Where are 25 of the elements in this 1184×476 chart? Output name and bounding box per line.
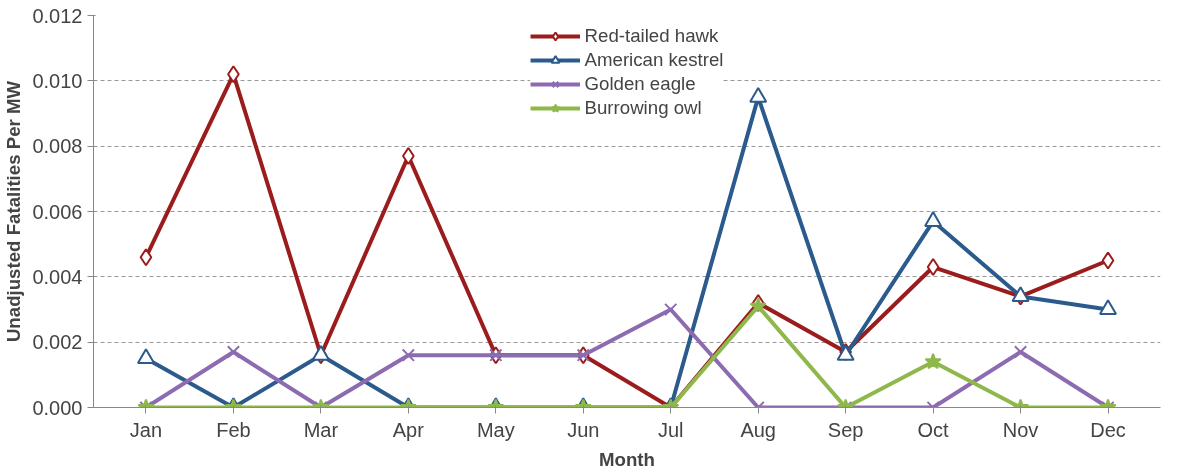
- legend-label: American kestrel: [584, 49, 724, 71]
- x-tick-label: May: [476, 418, 515, 441]
- y-axis-title: Unadjusted Fatalities Per MW: [3, 80, 25, 343]
- x-axis-title: Month: [599, 448, 655, 470]
- x-tick-label: Dec: [1090, 418, 1126, 441]
- x-tick-label: Jan: [129, 418, 163, 441]
- y-tick-label: 0.002: [32, 331, 83, 354]
- x-tick-label: Oct: [917, 418, 950, 441]
- y-tick-label: 0.006: [32, 200, 83, 223]
- x-tick-label: Mar: [303, 418, 339, 441]
- legend-label: Red-tailed hawk: [584, 25, 719, 47]
- x-tick-label: Apr: [392, 418, 425, 441]
- legend-label: Golden eagle: [584, 73, 696, 95]
- x-tick-label: Feb: [216, 418, 251, 441]
- y-tick-label: 0.012: [32, 4, 83, 27]
- y-tick-label: 0.004: [32, 265, 83, 288]
- x-tick-label: Sep: [827, 418, 864, 441]
- legend-label: Burrowing owl: [584, 97, 702, 119]
- x-tick-label: Jun: [567, 418, 600, 441]
- y-tick-label: 0.008: [32, 135, 83, 158]
- y-tick-label: 0.000: [32, 396, 83, 419]
- x-tick-label: Jul: [657, 418, 684, 441]
- x-tick-label: Nov: [1002, 418, 1039, 441]
- y-tick-label: 0.010: [32, 69, 83, 92]
- x-tick-label: Aug: [740, 418, 776, 441]
